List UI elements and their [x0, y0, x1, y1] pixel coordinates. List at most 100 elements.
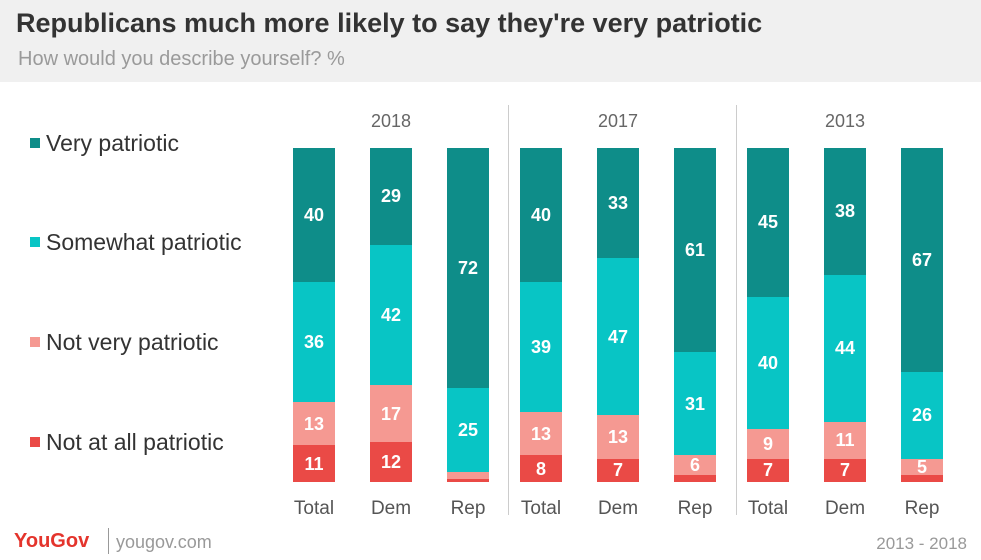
- bar-segment-somewhat-patriotic: [597, 258, 639, 416]
- data-label: 7: [612, 460, 623, 481]
- legend-item-not-at-all-patriotic: Not at all patriotic: [30, 429, 224, 455]
- bar-segment-not-at-all-patriotic: [447, 478, 489, 482]
- bar-segment-very-patriotic: [674, 148, 716, 352]
- bar-segment-somewhat-patriotic: [674, 351, 716, 456]
- data-label: 13: [530, 423, 552, 444]
- data-label: 31: [684, 393, 706, 414]
- bar-segment-very-patriotic: [597, 148, 639, 259]
- legend-label: Very patriotic: [46, 129, 179, 156]
- data-label: 8: [535, 458, 546, 479]
- data-label: 47: [607, 326, 629, 347]
- bar-segment-somewhat-patriotic: [901, 371, 943, 459]
- chart-title: Republicans much more likely to say they…: [16, 8, 763, 38]
- legend-item-not-very-patriotic: Not very patriotic: [30, 329, 219, 355]
- bar-segment-not-at-all-patriotic: [370, 441, 412, 482]
- data-label: 40: [757, 352, 779, 373]
- category-label: Total: [520, 498, 562, 519]
- bar-2017-rep: 61 31 6: [674, 148, 716, 482]
- data-label: 40: [530, 204, 552, 225]
- bar-segment-somewhat-patriotic: [370, 244, 412, 386]
- bar-segment-very-patriotic: [824, 148, 866, 275]
- bar-segment-not-at-all-patriotic: [824, 458, 866, 482]
- bar-segment-not-at-all-patriotic: [674, 475, 716, 482]
- data-label: 6: [689, 455, 700, 476]
- bar-2018-dem: 29 42 17 12: [370, 148, 412, 482]
- data-label: 61: [684, 239, 706, 260]
- bar-segment-not-very-patriotic: [597, 415, 639, 459]
- data-label: 39: [530, 336, 552, 357]
- data-label: 13: [303, 413, 325, 434]
- data-label: 26: [911, 405, 933, 426]
- data-label: 17: [380, 403, 402, 424]
- category-label: Total: [747, 498, 789, 519]
- chart-subtitle: How would you describe yourself? %: [18, 48, 345, 70]
- bar-2018-total: 40 36 13 11: [293, 148, 335, 482]
- data-label: 42: [380, 305, 402, 325]
- bar-segment-very-patriotic: [370, 148, 412, 245]
- category-label: Dem: [597, 498, 639, 519]
- bar-2017-total: 40 39 13 8: [520, 148, 562, 482]
- legend-swatch-very-patriotic: [30, 138, 40, 148]
- bar-segment-not-very-patriotic: [824, 421, 866, 459]
- bar-segment-not-at-all-patriotic: [293, 445, 335, 482]
- bar-2013-total: 45 40 9 7: [747, 148, 789, 482]
- footer-date-range: 2013 - 2018: [876, 534, 967, 553]
- bar-segment-very-patriotic: [901, 148, 943, 372]
- bar-2018-rep: 72 25: [447, 148, 489, 482]
- category-label: Rep: [677, 498, 713, 519]
- bar-segment-somewhat-patriotic: [293, 281, 335, 402]
- group-title-2018: 2018: [370, 111, 412, 131]
- legend-item-very-patriotic: Very patriotic: [30, 130, 179, 156]
- group-divider: [508, 105, 509, 515]
- data-label: 40: [303, 204, 325, 225]
- bar-segment-not-very-patriotic: [747, 429, 789, 459]
- data-label: 44: [834, 338, 856, 359]
- data-label: 33: [607, 193, 629, 214]
- bar-segment-not-at-all-patriotic: [901, 475, 943, 482]
- legend-swatch-not-at-all-patriotic: [30, 437, 40, 447]
- bar-segment-very-patriotic: [447, 148, 489, 389]
- bar-segment-somewhat-patriotic: [824, 274, 866, 422]
- bar-segment-not-very-patriotic: [901, 458, 943, 476]
- data-label: 12: [380, 451, 402, 472]
- bar-segment-very-patriotic: [747, 148, 789, 297]
- data-label: 72: [457, 258, 479, 279]
- category-label: Total: [293, 498, 335, 519]
- data-label: 38: [834, 201, 856, 222]
- legend-item-somewhat-patriotic: Somewhat patriotic: [30, 229, 242, 255]
- data-label: 7: [762, 460, 773, 481]
- bar-segment-very-patriotic: [520, 148, 562, 282]
- bar-segment-not-at-all-patriotic: [747, 458, 789, 482]
- group-divider: [736, 105, 737, 515]
- bar-segment-very-patriotic: [293, 148, 335, 282]
- bar-2017-dem: 33 47 13 7: [597, 148, 639, 482]
- bar-segment-not-very-patriotic: [293, 401, 335, 446]
- header: Republicans much more likely to say they…: [0, 0, 981, 82]
- bar-segment-not-very-patriotic: [447, 471, 489, 479]
- group-title-2017: 2017: [597, 111, 639, 131]
- bar-segment-somewhat-patriotic: [447, 388, 489, 472]
- data-label: 29: [380, 186, 402, 207]
- legend-swatch-not-very-patriotic: [30, 337, 40, 347]
- group-title-2013: 2013: [824, 111, 866, 131]
- category-label: Dem: [370, 498, 412, 519]
- bar-segment-not-at-all-patriotic: [520, 455, 562, 482]
- data-label: 5: [916, 456, 927, 477]
- legend-label: Not at all patriotic: [46, 428, 224, 455]
- category-label: Dem: [824, 498, 866, 519]
- data-label: 11: [304, 453, 324, 474]
- data-label: 9: [762, 433, 773, 454]
- bar-2013-dem: 38 44 11 7: [824, 148, 866, 482]
- footer-url: yougov.com: [116, 532, 212, 552]
- bar-segment-not-at-all-patriotic: [597, 458, 639, 482]
- bar-segment-not-very-patriotic: [674, 455, 716, 476]
- footer-divider: [108, 528, 109, 554]
- legend-label: Somewhat patriotic: [46, 228, 242, 255]
- category-label: Rep: [450, 498, 486, 519]
- data-label: 13: [607, 426, 629, 447]
- bar-2013-rep: 67 26 5: [901, 148, 943, 482]
- yougov-logo: YouGov: [14, 530, 90, 552]
- data-label: 7: [839, 460, 850, 481]
- category-label: Rep: [904, 498, 940, 519]
- legend-swatch-somewhat-patriotic: [30, 237, 40, 247]
